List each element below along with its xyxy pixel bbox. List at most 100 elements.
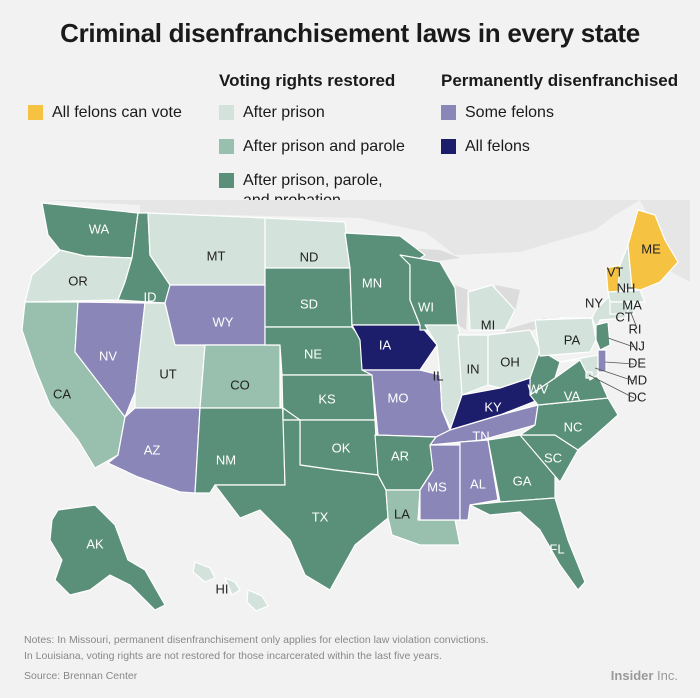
brand-logo: Insider Inc. (611, 668, 678, 683)
state-de (597, 349, 607, 373)
state-label-wa: WA (89, 221, 110, 236)
legend-item-some-felons: Some felons (441, 103, 554, 123)
legend-swatch-after-prison (219, 105, 234, 120)
legend-label-after-probation-line1: After prison, parole, (243, 172, 383, 189)
canada-landmass (40, 200, 690, 282)
source-note: Source: Brennan Center (24, 670, 138, 682)
state-me (627, 209, 679, 291)
legend-item-all-felons: All felons (441, 137, 530, 157)
state-label-va: VA (564, 388, 581, 403)
state-hi (192, 561, 269, 612)
state-label-ri: RI (629, 321, 642, 336)
state-label-mi: MI (481, 317, 495, 332)
state-la (385, 489, 461, 546)
state-label-mt: MT (207, 248, 226, 263)
state-ri (627, 301, 635, 315)
brand-suffix: Inc. (653, 668, 678, 683)
state-label-id: ID (144, 289, 157, 304)
state-label-ny: NY (585, 295, 603, 310)
state-label-ne: NE (304, 346, 322, 361)
state-label-ia: IA (379, 337, 392, 352)
legend-label-after-prison: After prison (243, 104, 325, 121)
page-title: Criminal disenfranchisement laws in ever… (60, 18, 640, 48)
state-label-nc: NC (564, 419, 583, 434)
state-label-ga: GA (513, 473, 532, 488)
legend-label-after-parole: After prison and parole (243, 138, 405, 155)
state-label-nj: NJ (629, 338, 645, 353)
state-label-ma: MA (622, 297, 642, 312)
state-nm (194, 407, 286, 494)
legend-heading-permanent: Permanently disenfranchised (441, 71, 679, 90)
state-label-ca: CA (53, 386, 71, 401)
state-label-md: MD (627, 372, 647, 387)
state-ak (49, 504, 166, 611)
leader-line-ri (630, 312, 638, 329)
notes-line-2: In Louisiana, voting rights are not rest… (24, 650, 442, 662)
state-label-ks: KS (318, 391, 336, 406)
state-label-me: ME (641, 241, 661, 256)
legend-swatch-all-vote (28, 105, 43, 120)
legend-heading-restored: Voting rights restored (219, 71, 396, 90)
brand-name: Insider (610, 668, 654, 683)
state-label-vt: VT (607, 264, 624, 279)
leader-line-dc (588, 374, 635, 399)
legend-swatch-all-felons (441, 139, 456, 154)
legend-swatch-after-probation (219, 173, 234, 188)
legend-item-after-prison: After prison (219, 103, 325, 123)
legend-swatch-some-felons (441, 105, 456, 120)
state-nj (595, 321, 611, 351)
state-label-tn: TN (472, 428, 489, 443)
state-label-ct: CT (615, 309, 632, 324)
state-label-oh: OH (500, 354, 520, 369)
state-fl (469, 497, 586, 591)
state-label-ar: AR (391, 448, 409, 463)
state-label-sc: SC (544, 450, 562, 465)
state-label-il: IL (433, 368, 444, 383)
state-label-nh: NH (617, 280, 636, 295)
state-label-al: AL (470, 476, 486, 491)
leader-line-de (604, 361, 635, 365)
state-label-nm: NM (216, 452, 236, 467)
leader-line-md (594, 367, 635, 382)
leader-line-nj (607, 337, 635, 348)
state-label-nd: ND (300, 249, 319, 264)
state-label-mn: MN (362, 275, 382, 290)
state-label-az: AZ (144, 442, 161, 457)
state-wv (529, 349, 561, 396)
state-label-tx: TX (312, 509, 329, 524)
state-label-co: CO (230, 377, 250, 392)
legend-label-all-vote: All felons can vote (52, 104, 182, 121)
state-label-ok: OK (332, 440, 351, 455)
state-label-ms: MS (427, 479, 447, 494)
state-label-fl: FL (549, 541, 564, 556)
state-label-dc: DC (628, 389, 647, 404)
state-label-or: OR (68, 273, 88, 288)
state-label-ak: AK (86, 536, 104, 551)
legend-label-some-felons: Some felons (465, 104, 554, 121)
state-mi (467, 284, 516, 331)
state-label-hi: HI (216, 581, 229, 596)
state-label-in: IN (467, 361, 480, 376)
state-label-wi: WI (418, 299, 434, 314)
state-label-ut: UT (159, 366, 176, 381)
state-label-pa: PA (564, 332, 581, 347)
notes: Notes: In Missouri, permanent disenfranc… (24, 632, 489, 664)
state-label-wv: WV (528, 381, 549, 396)
legend-label-all-felons: All felons (465, 138, 530, 155)
state-label-sd: SD (300, 296, 318, 311)
state-ga (487, 434, 556, 503)
notes-line-1: Notes: In Missouri, permanent disenfranc… (24, 634, 489, 646)
state-label-la: LA (394, 506, 410, 521)
state-label-mo: MO (388, 390, 409, 405)
state-label-de: DE (628, 355, 646, 370)
legend-item-all-vote: All felons can vote (28, 103, 182, 123)
state-label-ky: KY (484, 399, 502, 414)
state-label-wy: WY (213, 314, 234, 329)
legend-item-after-parole: After prison and parole (219, 137, 405, 157)
state-label-nv: NV (99, 348, 117, 363)
state-ma (607, 289, 646, 303)
state-wi (399, 254, 459, 331)
lake-michigan (455, 285, 468, 330)
state-ia (351, 324, 438, 371)
us-map: WA OR CA ID NV UT AZ MT WY CO NM ND SD NE KS OK TX MN IA MO… (21, 200, 690, 612)
